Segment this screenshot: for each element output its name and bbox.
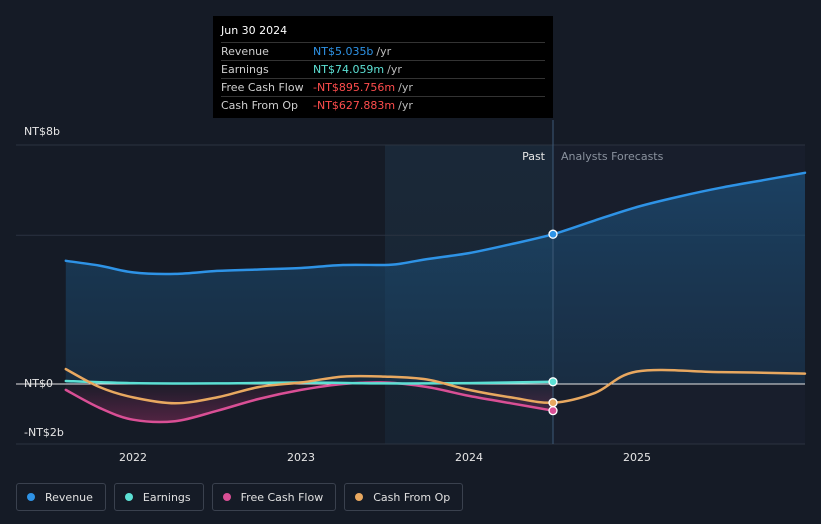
revenue-marker [549, 230, 557, 238]
y-tick-label: -NT$2b [24, 426, 64, 439]
earnings-marker [549, 378, 557, 386]
legend-label: Revenue [45, 491, 93, 504]
legend-item-cash-from-op[interactable]: Cash From Op [344, 483, 463, 511]
tooltip-unit: /yr [376, 43, 391, 60]
tooltip-unit: /yr [398, 79, 413, 96]
legend-item-earnings[interactable]: Earnings [114, 483, 204, 511]
tooltip-label: Cash From Op [221, 97, 313, 114]
free-cash-flow-marker [549, 407, 557, 415]
tooltip-unit: /yr [387, 61, 402, 78]
tooltip-row-revenue: Revenue NT$5.035b /yr [221, 42, 545, 60]
tooltip-date: Jun 30 2024 [221, 24, 545, 37]
legend-dot-icon [27, 493, 35, 501]
legend: Revenue Earnings Free Cash Flow Cash Fro… [16, 483, 471, 511]
x-tick-label: 2025 [623, 451, 651, 464]
legend-item-free-cash-flow[interactable]: Free Cash Flow [212, 483, 337, 511]
legend-dot-icon [125, 493, 133, 501]
tooltip-label: Revenue [221, 43, 313, 60]
legend-label: Cash From Op [373, 491, 450, 504]
tooltip-row-earnings: Earnings NT$74.059m /yr [221, 60, 545, 78]
tooltip-value: -NT$627.883m [313, 97, 395, 114]
legend-label: Free Cash Flow [241, 491, 324, 504]
x-tick-label: 2024 [455, 451, 483, 464]
y-tick-label: NT$0 [24, 377, 53, 390]
legend-label: Earnings [143, 491, 191, 504]
y-tick-label: NT$8b [24, 125, 60, 138]
tooltip-row-free-cash-flow: Free Cash Flow -NT$895.756m /yr [221, 78, 545, 96]
forecast-label: Analysts Forecasts [561, 150, 664, 163]
past-label: Past [522, 150, 546, 163]
tooltip-value: -NT$895.756m [313, 79, 395, 96]
x-tick-label: 2023 [287, 451, 315, 464]
tooltip: Jun 30 2024 Revenue NT$5.035b /yr Earnin… [213, 16, 553, 118]
tooltip-label: Earnings [221, 61, 313, 78]
legend-dot-icon [355, 493, 363, 501]
cash-from-op-marker [549, 399, 557, 407]
tooltip-unit: /yr [398, 97, 413, 114]
tooltip-row-cash-from-op: Cash From Op -NT$627.883m /yr [221, 96, 545, 114]
tooltip-value: NT$74.059m [313, 61, 384, 78]
tooltip-value: NT$5.035b [313, 43, 373, 60]
tooltip-label: Free Cash Flow [221, 79, 313, 96]
legend-dot-icon [223, 493, 231, 501]
legend-item-revenue[interactable]: Revenue [16, 483, 106, 511]
x-tick-label: 2022 [119, 451, 147, 464]
